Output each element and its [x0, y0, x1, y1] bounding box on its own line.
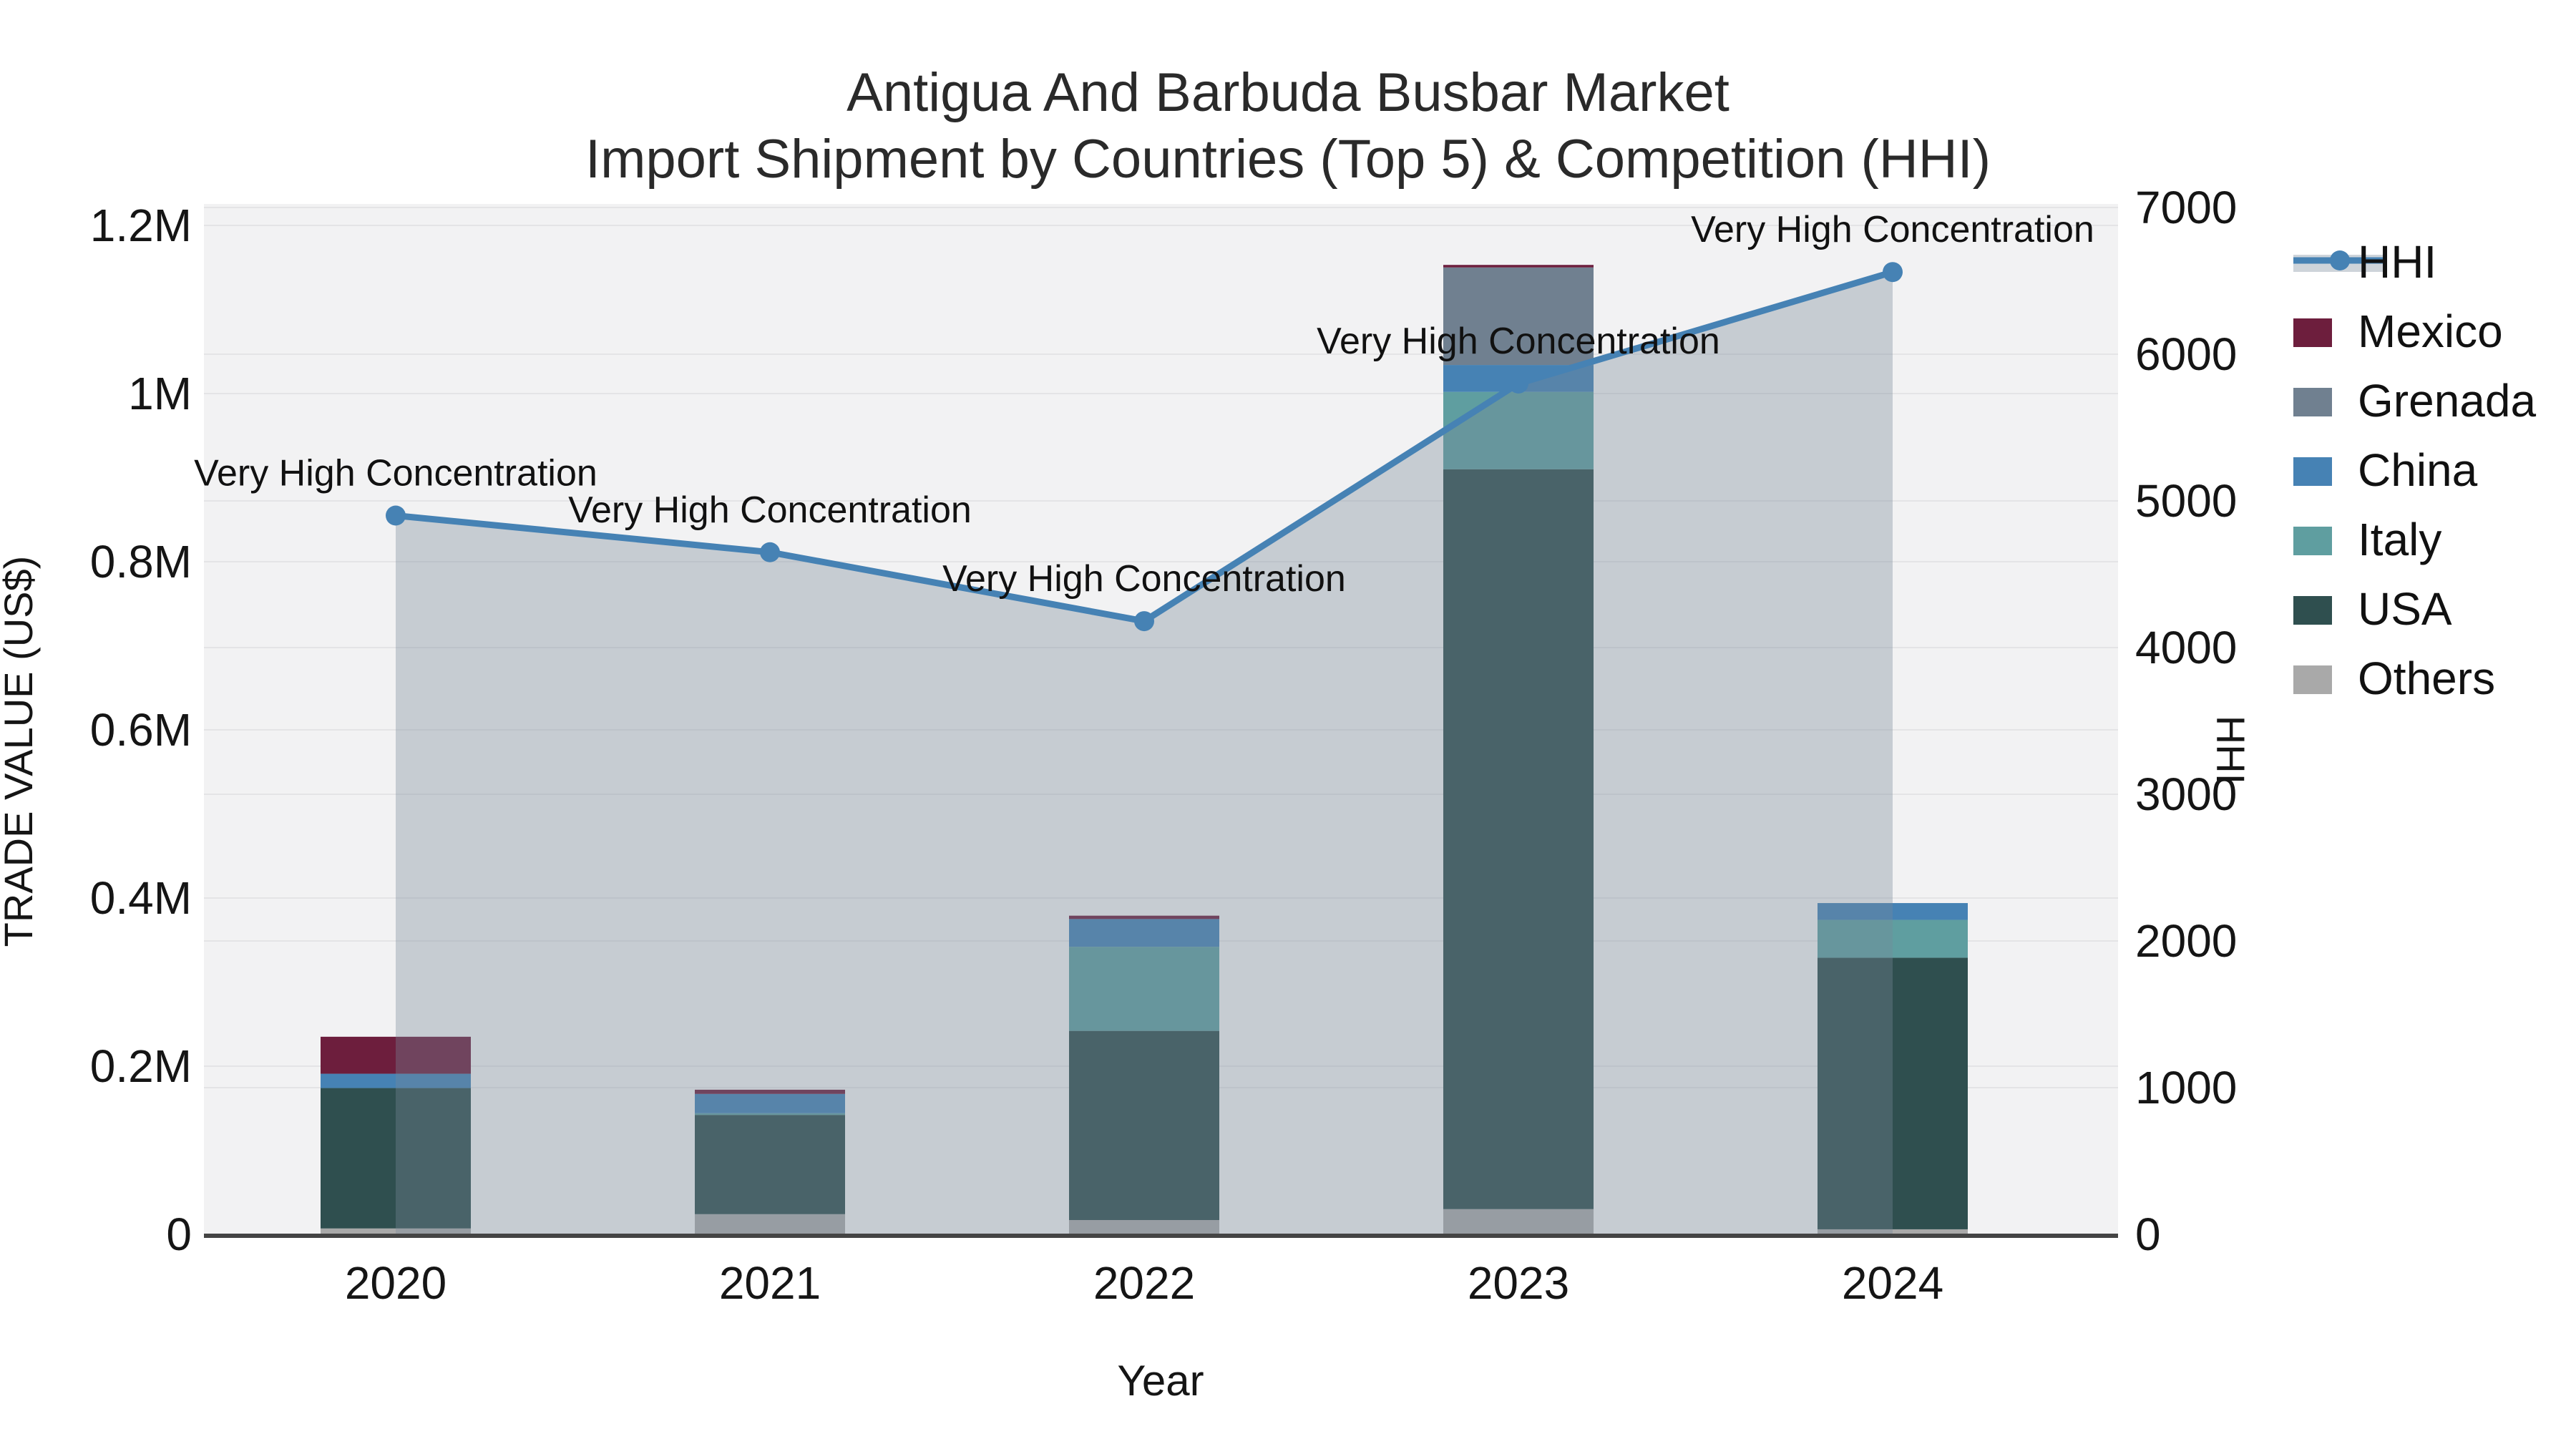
- y-left-tick-0: 0: [166, 1209, 192, 1260]
- bar-2022-usa[interactable]: [1069, 1030, 1219, 1221]
- bar-2023-italy[interactable]: [1443, 391, 1594, 469]
- bar-2023-grenada[interactable]: [1443, 267, 1594, 366]
- legend-label-usa: USA: [2358, 583, 2452, 635]
- annotation-2021: Very High Concentration: [568, 489, 972, 531]
- chart-title-line2: Import Shipment by Countries (Top 5) & C…: [585, 129, 1991, 190]
- legend: HHI Mexico Grenada China Italy USA Others: [2293, 236, 2536, 704]
- legend-item-mexico[interactable]: Mexico: [2293, 306, 2503, 357]
- y-right-tick-6000: 6000: [2135, 328, 2237, 380]
- y-right-tick-2000: 2000: [2135, 915, 2237, 967]
- y-left-tick-0.2M: 0.2M: [90, 1040, 192, 1092]
- legend-swatch-china: [2293, 457, 2332, 486]
- bar-2020-others[interactable]: [321, 1228, 471, 1234]
- hhi-marker-2021[interactable]: [760, 542, 780, 562]
- hhi-area-fill: [396, 272, 1893, 1235]
- x-tick-2023: 2023: [1468, 1257, 1569, 1309]
- stacked-bars: [321, 265, 1968, 1234]
- y-right-tick-0: 0: [2135, 1209, 2161, 1260]
- y-right-tick-7000: 7000: [2135, 182, 2237, 233]
- legend-label-grenada: Grenada: [2358, 375, 2536, 426]
- hhi-marker-2023[interactable]: [1508, 374, 1528, 394]
- hhi-marker-2020[interactable]: [386, 505, 406, 526]
- bar-2020-china[interactable]: [321, 1073, 471, 1088]
- bar-2022-mexico[interactable]: [1069, 915, 1219, 919]
- legend-label-mexico: Mexico: [2358, 306, 2503, 357]
- y-right-tick-1000: 1000: [2135, 1062, 2237, 1113]
- legend-hhi-marker-sample: [2330, 250, 2350, 270]
- figure-text: Antigua And Barbuda Busbar Market Import…: [0, 62, 2253, 1405]
- y-left-tick-0.6M: 0.6M: [90, 704, 192, 756]
- bar-2020-usa[interactable]: [321, 1088, 471, 1229]
- bar-2021-usa[interactable]: [695, 1115, 845, 1214]
- bar-2020-mexico[interactable]: [321, 1036, 471, 1074]
- legend-label-italy: Italy: [2358, 514, 2441, 565]
- legend-swatch-usa: [2293, 596, 2332, 625]
- legend-item-italy[interactable]: Italy: [2293, 514, 2441, 565]
- y-left-axis-title: TRADE VALUE (US$): [0, 556, 41, 947]
- bar-2023-usa[interactable]: [1443, 469, 1594, 1209]
- bar-2023-others[interactable]: [1443, 1209, 1594, 1234]
- y-left-tick-1M: 1M: [128, 368, 192, 419]
- x-tick-2022: 2022: [1093, 1257, 1195, 1309]
- x-tick-2024: 2024: [1842, 1257, 1943, 1309]
- legend-item-others[interactable]: Others: [2293, 653, 2495, 704]
- legend-swatch-italy: [2293, 527, 2332, 555]
- y-left-tick-1.2M: 1.2M: [90, 200, 192, 251]
- bar-2021-mexico[interactable]: [695, 1089, 845, 1094]
- bar-2022-china[interactable]: [1069, 919, 1219, 947]
- x-axis-title: Year: [1117, 1357, 1204, 1405]
- y-left-tick-0.8M: 0.8M: [90, 536, 192, 587]
- legend-item-china[interactable]: China: [2293, 444, 2478, 496]
- bar-2024-others[interactable]: [1818, 1229, 1968, 1234]
- annotation-2022: Very High Concentration: [942, 558, 1346, 600]
- legend-swatch-mexico: [2293, 318, 2332, 347]
- axes: 0 0.2M 0.4M 0.6M 0.8M 1M 1.2M 0 1000 2000 3000 4000…: [90, 182, 2238, 1309]
- legend-swatch-others: [2293, 665, 2332, 694]
- x-tick-2020: 2020: [345, 1257, 447, 1309]
- y-right-tick-3000: 3000: [2135, 769, 2237, 820]
- legend-label-hhi: HHI: [2358, 236, 2436, 288]
- hhi-marker-2022[interactable]: [1134, 611, 1154, 632]
- bar-2021-china[interactable]: [695, 1093, 845, 1113]
- hhi-marker-2024[interactable]: [1883, 262, 1903, 283]
- annotation-2023: Very High Concentration: [1317, 321, 1720, 362]
- y-left-tick-0.4M: 0.4M: [90, 872, 192, 924]
- bar-2024-usa[interactable]: [1818, 957, 1968, 1229]
- bar-2024-italy[interactable]: [1818, 919, 1968, 958]
- legend-swatch-grenada: [2293, 388, 2332, 416]
- annotation-2024: Very High Concentration: [1691, 209, 2094, 250]
- hhi-line-series: [386, 262, 1903, 1235]
- bar-2024-china[interactable]: [1818, 903, 1968, 920]
- legend-label-china: China: [2358, 444, 2478, 496]
- legend-item-grenada[interactable]: Grenada: [2293, 375, 2536, 426]
- annotation-2020: Very High Concentration: [194, 453, 597, 494]
- legend-item-hhi[interactable]: HHI: [2293, 236, 2436, 288]
- y-right-tick-5000: 5000: [2135, 475, 2237, 527]
- x-tick-2021: 2021: [719, 1257, 821, 1309]
- bar-2022-italy[interactable]: [1069, 947, 1219, 1031]
- bar-2021-others[interactable]: [695, 1214, 845, 1234]
- y-right-axis-title: HHI: [2208, 716, 2253, 784]
- legend-item-usa[interactable]: USA: [2293, 583, 2452, 635]
- y-right-tick-4000: 4000: [2135, 622, 2237, 673]
- bar-2022-others[interactable]: [1069, 1220, 1219, 1234]
- bar-2021-italy[interactable]: [695, 1113, 845, 1116]
- legend-label-others: Others: [2358, 653, 2495, 704]
- bar-2023-mexico[interactable]: [1443, 265, 1594, 268]
- chart-title-line1: Antigua And Barbuda Busbar Market: [847, 62, 1729, 123]
